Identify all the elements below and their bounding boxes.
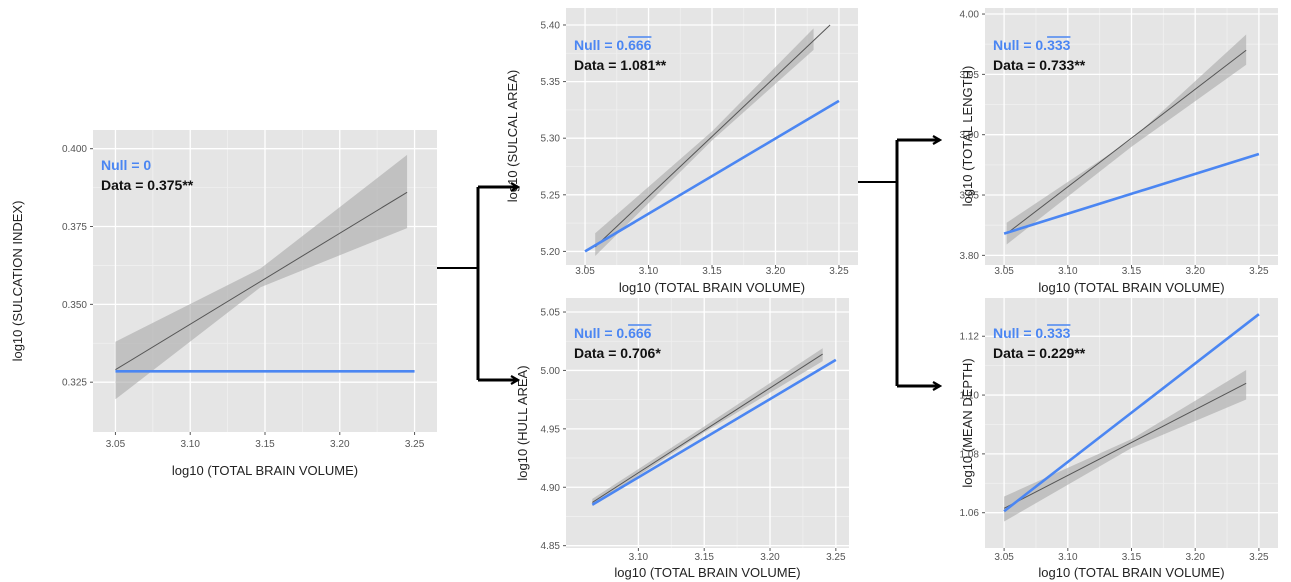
y-axis-label: log10 (TOTAL LENGTH) bbox=[960, 66, 975, 207]
null-expectation-line bbox=[591, 358, 837, 506]
x-tick-label: 3.10 bbox=[180, 439, 200, 450]
null-annotation: Null = 0.666 bbox=[574, 37, 652, 53]
y-tick-label: 5.00 bbox=[541, 366, 561, 377]
data-annotation: Data = 1.081** bbox=[574, 57, 667, 73]
x-tick-label: 3.15 bbox=[1122, 266, 1142, 277]
y-tick-label: 4.95 bbox=[541, 424, 561, 435]
y-tick-label: 4.85 bbox=[541, 541, 561, 552]
y-tick-label: 1.12 bbox=[960, 332, 980, 343]
x-tick-label: 3.05 bbox=[994, 266, 1014, 277]
y-tick-label: 3.95 bbox=[960, 70, 980, 81]
x-tick-label: 3.05 bbox=[575, 266, 595, 277]
y-tick-label: 3.85 bbox=[960, 191, 980, 202]
data-annotation: Data = 0.229** bbox=[993, 345, 1086, 361]
x-tick-label: 3.20 bbox=[1185, 552, 1205, 563]
y-tick-label: 5.35 bbox=[541, 77, 561, 88]
data-annotation: Data = 0.375** bbox=[101, 177, 194, 193]
chart-panel-sulcation: 3.05 3.10 3.15 3.20 3.25 0.325 0.350 0.375 0.400… bbox=[10, 130, 437, 478]
y-tick-label: 5.25 bbox=[541, 190, 561, 201]
y-tick-label: 5.30 bbox=[541, 134, 561, 145]
y-tick-label: 1.06 bbox=[960, 508, 980, 519]
y-tick-label: 5.40 bbox=[541, 20, 561, 31]
x-tick-label: 3.20 bbox=[1185, 266, 1205, 277]
chart-panel-total_length: 3.05 3.10 3.15 3.20 3.25 3.80 3.85 3.90 3.95 4.00… bbox=[960, 8, 1278, 295]
plot-background bbox=[566, 298, 849, 548]
x-tick-label: 3.20 bbox=[766, 266, 786, 277]
x-axis-label: log10 (TOTAL BRAIN VOLUME) bbox=[619, 280, 805, 295]
y-tick-label: 0.400 bbox=[62, 144, 87, 155]
confidence-band bbox=[592, 348, 823, 506]
null-expectation-line bbox=[584, 99, 840, 253]
chart-panel-sulcal_area: 3.05 3.10 3.15 3.20 3.25 5.20 5.25 5.30 5.35 5.40… bbox=[505, 8, 858, 295]
y-tick-label: 3.90 bbox=[960, 130, 980, 141]
x-tick-label: 3.25 bbox=[1249, 552, 1269, 563]
y-axis-label: log10 (SULCATION INDEX) bbox=[10, 201, 25, 362]
data-annotation: Data = 0.733** bbox=[993, 57, 1086, 73]
data-regression-line bbox=[592, 353, 823, 503]
data-regression-line bbox=[594, 24, 831, 248]
x-tick-label: 3.10 bbox=[629, 552, 649, 563]
null-expectation-line bbox=[1003, 152, 1260, 235]
x-tick-label: 3.15 bbox=[1122, 552, 1142, 563]
null-expectation-line bbox=[1003, 313, 1260, 513]
null-annotation: Null = 0 bbox=[101, 157, 151, 173]
null-annotation: Null = 0.333 bbox=[993, 37, 1071, 53]
x-tick-label: 3.05 bbox=[106, 439, 126, 450]
data-regression-line bbox=[115, 191, 408, 371]
y-tick-label: 4.90 bbox=[541, 483, 561, 494]
x-axis-label: log10 (TOTAL BRAIN VOLUME) bbox=[1038, 280, 1224, 295]
x-axis-label: log10 (TOTAL BRAIN VOLUME) bbox=[614, 565, 800, 580]
x-tick-label: 3.25 bbox=[829, 266, 849, 277]
y-tick-label: 5.05 bbox=[541, 308, 561, 319]
x-tick-label: 3.15 bbox=[255, 439, 275, 450]
x-tick-label: 3.10 bbox=[1058, 266, 1078, 277]
data-annotation: Data = 0.706* bbox=[574, 345, 661, 361]
y-tick-label: 0.375 bbox=[62, 222, 87, 233]
x-tick-label: 3.20 bbox=[330, 439, 350, 450]
y-axis-label: log10 (MEAN DEPTH) bbox=[960, 358, 975, 487]
confidence-band bbox=[115, 154, 408, 400]
connector-right bbox=[858, 140, 940, 386]
x-tick-label: 3.15 bbox=[702, 266, 722, 277]
x-tick-label: 3.20 bbox=[760, 552, 780, 563]
x-tick-label: 3.25 bbox=[405, 439, 425, 450]
x-tick-label: 3.10 bbox=[639, 266, 659, 277]
null-annotation: Null = 0.666 bbox=[574, 325, 652, 341]
connector-left bbox=[437, 187, 518, 380]
y-tick-label: 1.10 bbox=[960, 391, 980, 402]
x-axis-label: log10 (TOTAL BRAIN VOLUME) bbox=[1038, 565, 1224, 580]
x-tick-label: 3.25 bbox=[1249, 266, 1269, 277]
x-axis-label: log10 (TOTAL BRAIN VOLUME) bbox=[172, 463, 358, 478]
y-tick-label: 3.80 bbox=[960, 251, 980, 262]
y-tick-label: 0.325 bbox=[62, 378, 87, 389]
y-tick-label: 4.00 bbox=[960, 10, 980, 21]
y-tick-label: 5.20 bbox=[541, 247, 561, 258]
confidence-band bbox=[1006, 34, 1247, 245]
x-tick-label: 3.05 bbox=[994, 552, 1014, 563]
data-regression-line bbox=[1006, 49, 1247, 235]
x-tick-label: 3.10 bbox=[1058, 552, 1078, 563]
x-tick-label: 3.25 bbox=[826, 552, 846, 563]
chart-panel-hull_area: 3.10 3.15 3.20 3.25 4.85 4.90 4.95 5.00 5.05 Null… bbox=[515, 298, 849, 580]
chart-panel-mean_depth: 3.05 3.10 3.15 3.20 3.25 1.06 1.08 1.10 1.12 Null… bbox=[960, 298, 1278, 580]
x-tick-label: 3.15 bbox=[694, 552, 714, 563]
y-tick-label: 0.350 bbox=[62, 300, 87, 311]
y-axis-label: log10 (HULL AREA) bbox=[515, 365, 530, 480]
panels-layer: 3.05 3.10 3.15 3.20 3.25 0.325 0.350 0.375 0.400… bbox=[10, 8, 1278, 580]
y-axis-label: log10 (SULCAL AREA) bbox=[505, 70, 520, 202]
data-regression-line bbox=[1003, 382, 1247, 509]
confidence-band bbox=[595, 28, 814, 256]
y-tick-label: 1.08 bbox=[960, 449, 980, 460]
null-annotation: Null = 0.333 bbox=[993, 325, 1071, 341]
